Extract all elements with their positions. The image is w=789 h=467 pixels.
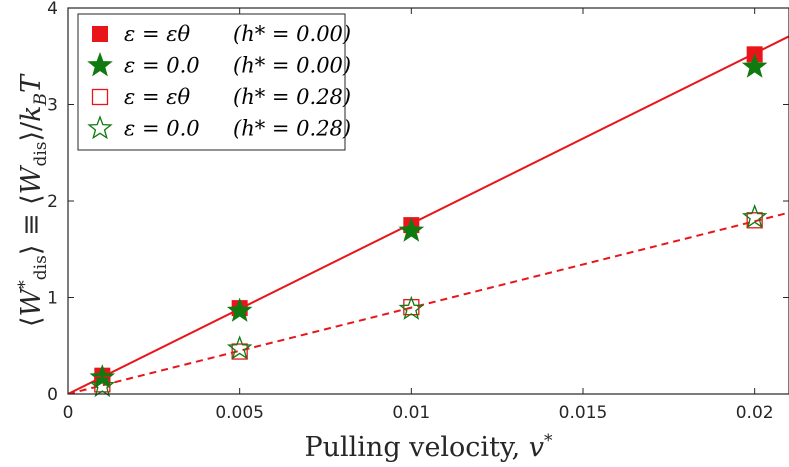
legend-marker-4	[87, 115, 113, 140]
point-series2-4	[741, 53, 768, 78]
y-tick-label-1: 0	[47, 385, 58, 405]
x-axis-title-sup: *	[544, 431, 553, 451]
y-tick-label-4: 3	[47, 96, 58, 116]
x-axis-title-text: Pulling velocity,	[304, 432, 528, 463]
y-axis-title-end: ⟩/	[16, 121, 47, 142]
legend: ε = εθ (h* = 0.00) ε = 0.0 (h* = 0.00) ε = ε…	[77, 13, 351, 151]
tick-labels: 0 0.005 0.01 0.015 0.02 0 1 2 3 4	[47, 0, 773, 423]
axis-ticks	[67, 7, 789, 395]
legend-marker-2	[87, 52, 113, 77]
x-axis-title: Pulling velocity, v*	[304, 431, 553, 463]
y-axis-title-w2: W	[16, 164, 47, 194]
y-tick-label-3: 2	[47, 192, 58, 212]
fit-line-1	[68, 35, 789, 394]
legend-h-3: (h* = 0.28)	[233, 85, 351, 109]
x-tick-label-3: 0.01	[392, 403, 430, 423]
legend-eps-1: ε = εθ	[124, 22, 190, 46]
data-markers	[89, 46, 768, 398]
y-axis-title: ⟨W*dis⟩ ≡ ⟨Wdis⟩/kBT	[15, 73, 51, 327]
y-axis-title-b: B	[31, 93, 51, 107]
y-axis-title-sub: dis	[31, 255, 51, 280]
y-axis-title-t: T	[16, 73, 47, 93]
legend-h-4: (h* = 0.28)	[233, 117, 351, 141]
x-tick-label-5: 0.02	[736, 403, 774, 423]
x-axis-title-symbol: v	[529, 432, 544, 463]
y-axis-title-lhs: ⟨	[16, 316, 47, 327]
legend-eps-4: ε = 0.0	[124, 117, 200, 141]
point-series3-4	[746, 212, 763, 229]
point-series3-2	[231, 343, 248, 360]
legend-h-2: (h* = 0.00)	[233, 54, 351, 78]
x-tick-label-1: 0	[63, 403, 74, 423]
y-axis-title-sup: *	[15, 280, 35, 289]
y-tick-label-5: 4	[47, 0, 58, 19]
x-tick-label-2: 0.005	[215, 403, 264, 423]
legend-marker-1	[92, 26, 108, 42]
legend-box	[77, 13, 346, 151]
legend-eps-3: ε = εθ	[124, 85, 190, 109]
point-series2-2	[226, 297, 253, 322]
y-axis-title-sub2: dis	[31, 142, 51, 167]
point-series4-3	[398, 295, 425, 320]
point-series2-3	[398, 217, 425, 242]
point-series4-4	[741, 204, 768, 229]
fit-line-2	[68, 211, 789, 394]
legend-h-1: (h* = 0.00)	[233, 22, 351, 46]
fit-lines	[68, 35, 789, 394]
point-series4-1	[89, 372, 116, 398]
y-axis-title-mid: ⟩ ≡ ⟨	[16, 194, 47, 255]
x-tick-label-4: 0.015	[559, 403, 608, 423]
y-tick-label-2: 1	[47, 289, 58, 309]
y-axis-title-k: k	[16, 105, 47, 121]
point-series4-2	[226, 335, 253, 360]
legend-eps-2: ε = 0.0	[124, 54, 200, 78]
legend-marker-3	[91, 88, 109, 106]
y-axis-title-w: W	[16, 286, 47, 316]
